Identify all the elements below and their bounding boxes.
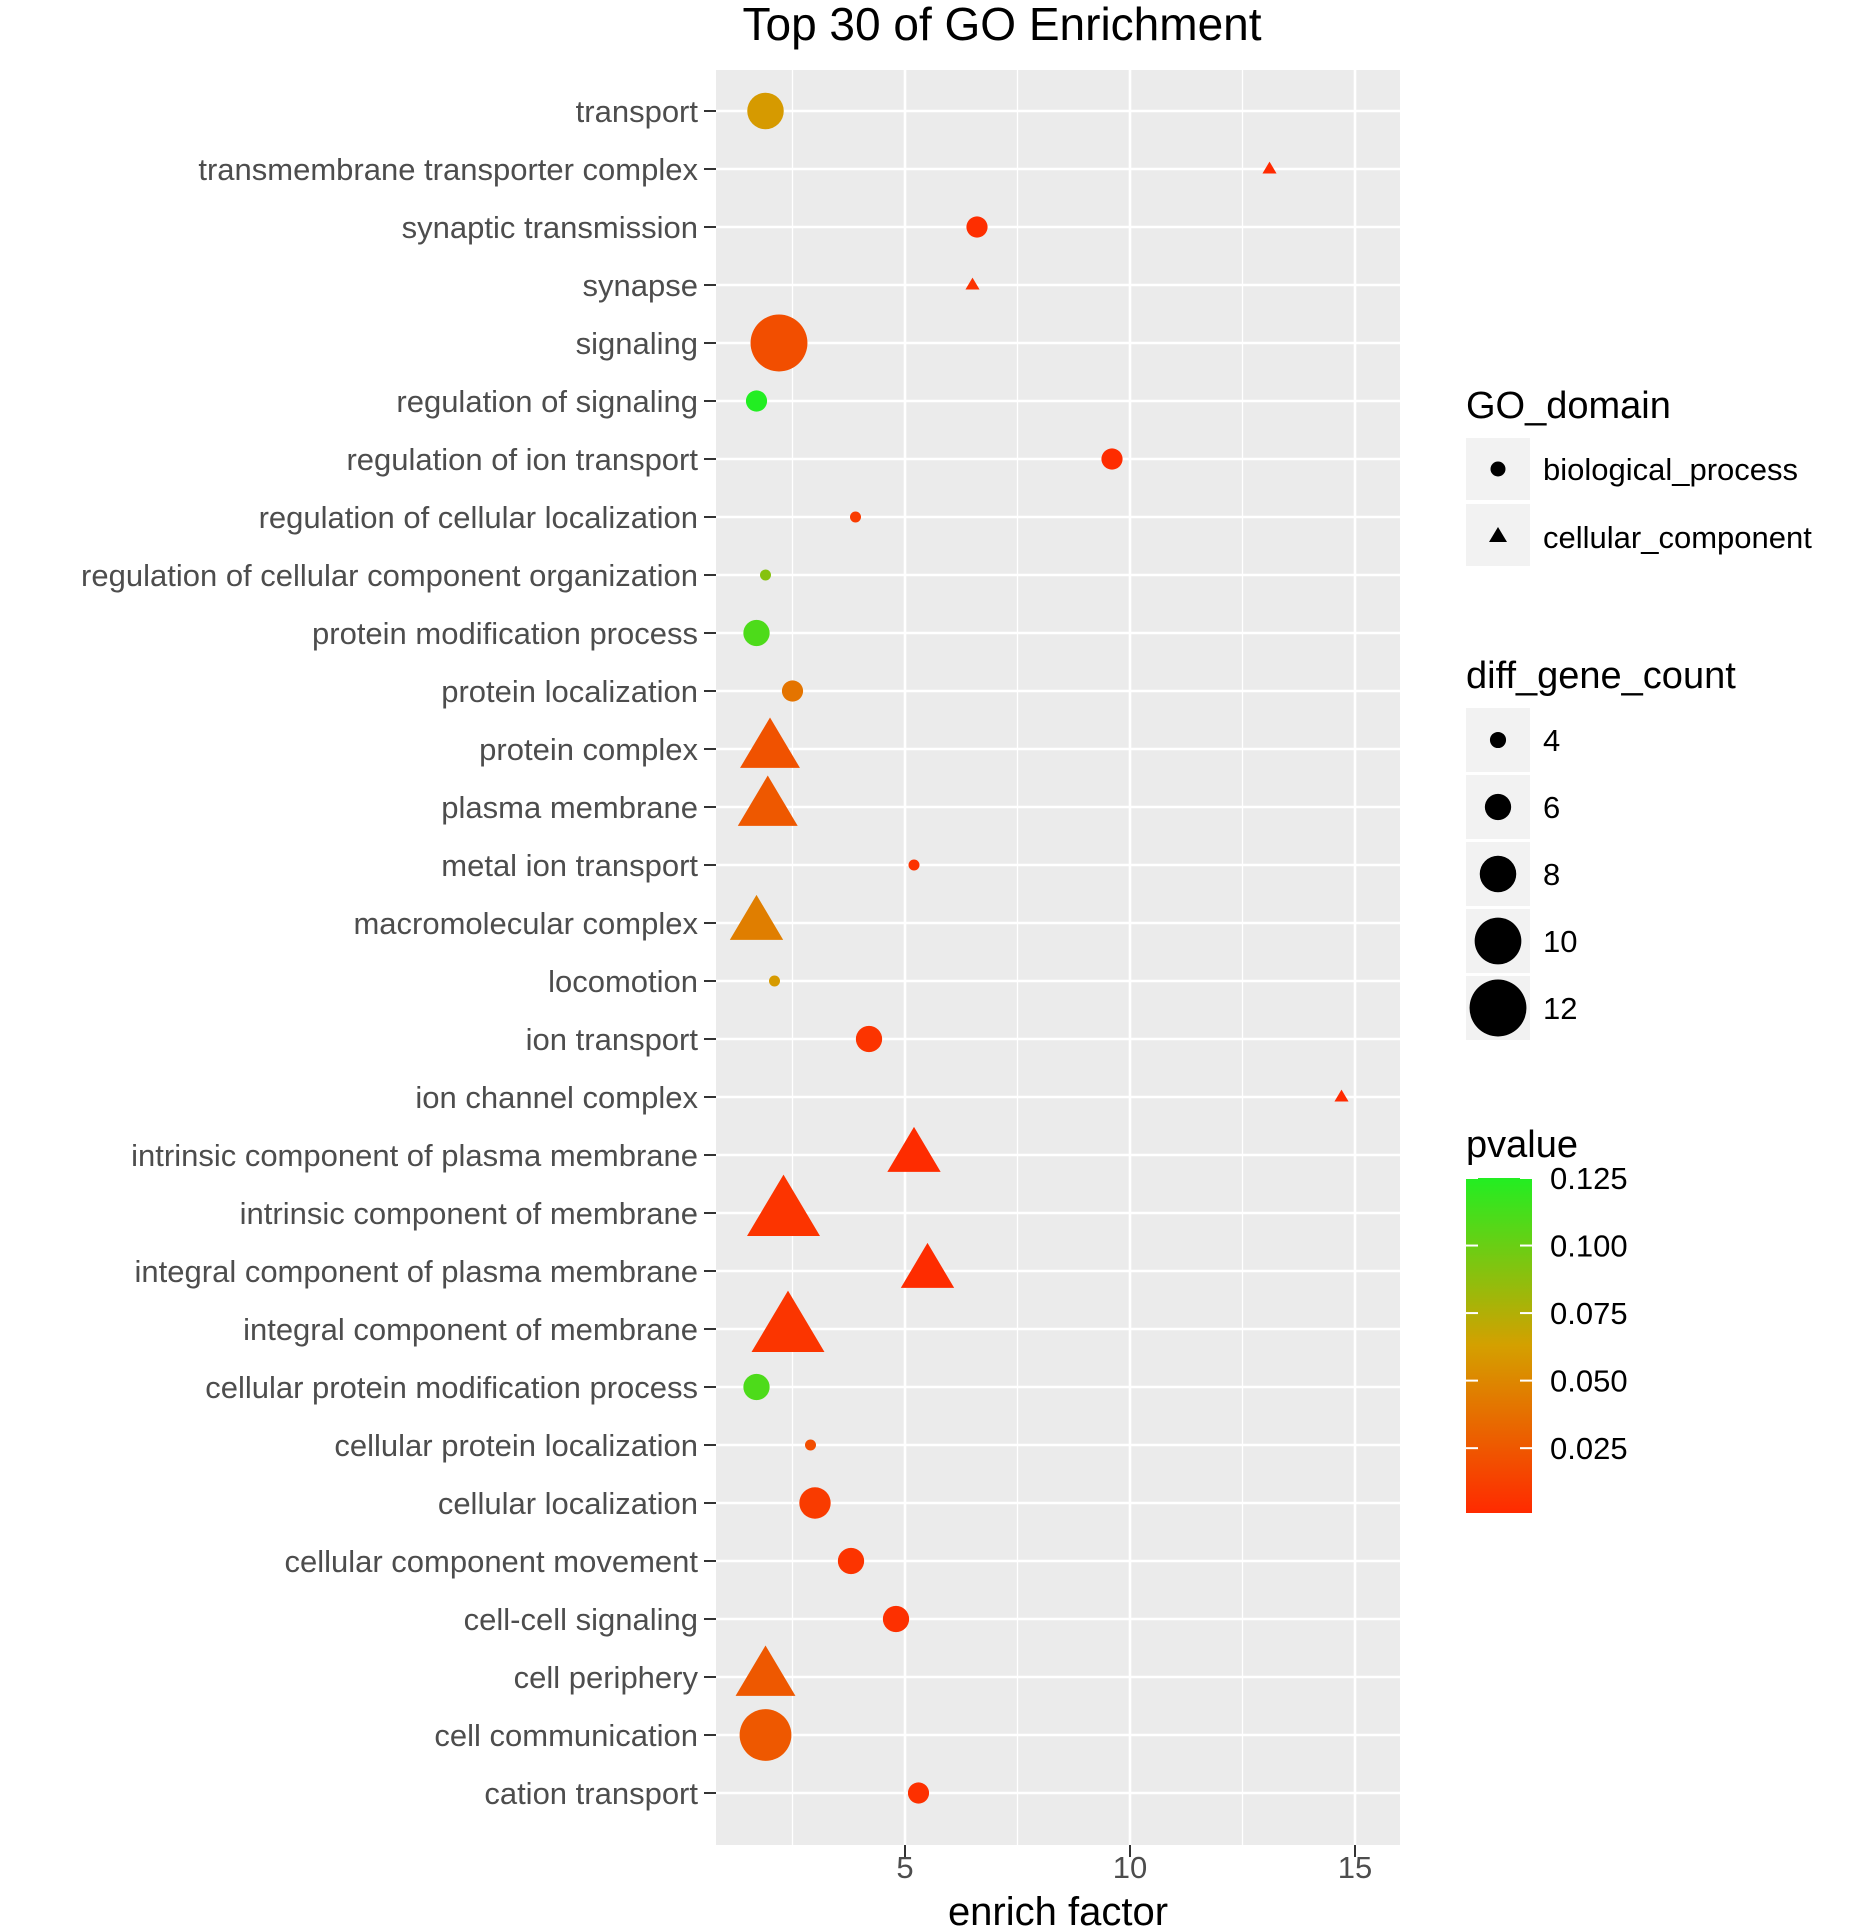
y-category-label: regulation of signaling (396, 384, 698, 419)
data-point-circle (907, 1782, 930, 1804)
data-point-triangle (735, 1645, 796, 1696)
data-point-triangle (747, 1174, 820, 1237)
data-point-triangle (751, 1290, 825, 1353)
y-category-label: protein modification process (312, 616, 698, 651)
data-point-circle (882, 1605, 910, 1633)
y-category-label: cellular protein modification process (205, 1370, 698, 1405)
colorbar-tick-label: 0.050 (1550, 1364, 1628, 1399)
legend-circle-key (1490, 461, 1506, 477)
y-category-label: macromolecular complex (353, 906, 698, 941)
y-category-label: regulation of cellular localization (259, 500, 698, 535)
x-axis-label: enrich factor (948, 1890, 1168, 1928)
data-point-triangle (1262, 161, 1277, 174)
legend-shape-title: GO_domain (1466, 385, 1671, 427)
legend-size-label: 8 (1543, 857, 1560, 892)
pvalue-colorbar (1466, 1178, 1532, 1513)
data-point-triangle (729, 894, 784, 940)
legend-size-key (1474, 917, 1522, 965)
y-category-label: intrinsic component of membrane (240, 1196, 698, 1231)
data-point-circle (769, 975, 780, 987)
y-category-label: protein localization (441, 674, 698, 709)
data-point-circle (781, 680, 804, 702)
data-point-circle (855, 1025, 883, 1053)
legend-size-key (1489, 731, 1507, 749)
legend-pvalue: pvalue 0.125 0.100 0.075 0.050 0.025 (1466, 1124, 1628, 1513)
y-category-label: metal ion transport (441, 848, 698, 883)
legend-size-key (1484, 793, 1512, 821)
y-category-label: cellular protein localization (334, 1428, 698, 1463)
colorbar-tick-label: 0.075 (1550, 1296, 1628, 1331)
colorbar-tick-label: 0.125 (1550, 1161, 1628, 1196)
y-category-label: transmembrane transporter complex (198, 152, 698, 187)
y-category-label: synapse (583, 268, 698, 303)
y-category-label: cellular localization (438, 1486, 698, 1521)
legend-triangle-key (1489, 527, 1507, 542)
x-tick-label: 10 (1113, 1850, 1147, 1885)
data-point-triangle (740, 717, 800, 768)
legend-size-key (1479, 855, 1517, 893)
y-category-label: protein complex (479, 732, 698, 767)
data-point-circle (743, 1373, 770, 1401)
y-category-label: regulation of ion transport (346, 442, 698, 477)
data-point-circle (750, 314, 808, 372)
y-category-label: locomotion (548, 964, 698, 999)
y-category-label: ion transport (526, 1022, 699, 1057)
plot-panel (716, 70, 1400, 1845)
data-point-circle (799, 1487, 831, 1519)
y-category-label: intrinsic component of plasma membrane (131, 1138, 698, 1173)
legend-shape-entry-cellular-component: cellular_component (1543, 520, 1812, 555)
data-point-triangle (900, 1242, 955, 1288)
legend-size-title: diff_gene_count (1466, 655, 1736, 697)
data-point-circle (760, 569, 771, 581)
grid-lines (716, 70, 1400, 1845)
legend-size-key (1469, 979, 1527, 1037)
data-point-circle (747, 92, 784, 130)
data-point-triangle (1334, 1089, 1349, 1102)
legend-size-label: 6 (1543, 790, 1560, 825)
y-category-label: plasma membrane (441, 790, 698, 825)
data-point-circle (966, 216, 988, 238)
x-axis-ticks: 5 10 15 (896, 1845, 1372, 1885)
x-tick-label: 15 (1338, 1850, 1372, 1885)
chart-title: Top 30 of GO Enrichment (742, 0, 1261, 50)
y-category-label: synaptic transmission (402, 210, 698, 245)
y-category-label: integral component of plasma membrane (135, 1254, 698, 1289)
data-point-circle (743, 619, 770, 647)
data-points (729, 92, 1349, 1804)
y-axis-categories: transport transmembrane transporter compl… (81, 94, 716, 1811)
legend-size-label: 4 (1543, 723, 1560, 758)
y-category-label: ion channel complex (415, 1080, 698, 1115)
data-point-circle (805, 1439, 816, 1451)
x-tick-label: 5 (896, 1850, 913, 1885)
legend-size-label: 10 (1543, 924, 1577, 959)
legend-color-title: pvalue (1466, 1124, 1578, 1166)
y-category-label: cellular component movement (284, 1544, 698, 1579)
y-category-label: integral component of membrane (243, 1312, 698, 1347)
data-point-triangle (737, 775, 798, 826)
data-point-circle (837, 1547, 865, 1575)
y-category-label: regulation of cellular component organiz… (81, 558, 698, 593)
data-point-circle (739, 1709, 792, 1761)
legend-go-domain: GO_domain biological_process cellular_co… (1466, 385, 1812, 566)
y-category-label: cell communication (434, 1718, 698, 1753)
colorbar-tick-label: 0.025 (1550, 1431, 1628, 1466)
y-category-label: transport (576, 94, 699, 129)
legend-size-label: 12 (1543, 991, 1577, 1026)
data-point-circle (745, 390, 768, 412)
legend-shape-entry-biological-process: biological_process (1543, 452, 1798, 487)
data-point-triangle (887, 1126, 941, 1172)
data-point-circle (908, 859, 920, 871)
data-point-triangle (965, 277, 980, 290)
y-category-label: signaling (576, 326, 698, 361)
data-point-circle (1101, 448, 1123, 470)
y-category-label: cation transport (484, 1776, 698, 1811)
y-category-label: cell-cell signaling (464, 1602, 698, 1637)
legend-diff-gene-count: diff_gene_count 4 6 8 10 12 (1466, 655, 1736, 1040)
y-category-label: cell periphery (514, 1660, 699, 1695)
colorbar-tick-label: 0.100 (1550, 1229, 1628, 1264)
data-point-circle (850, 511, 861, 523)
